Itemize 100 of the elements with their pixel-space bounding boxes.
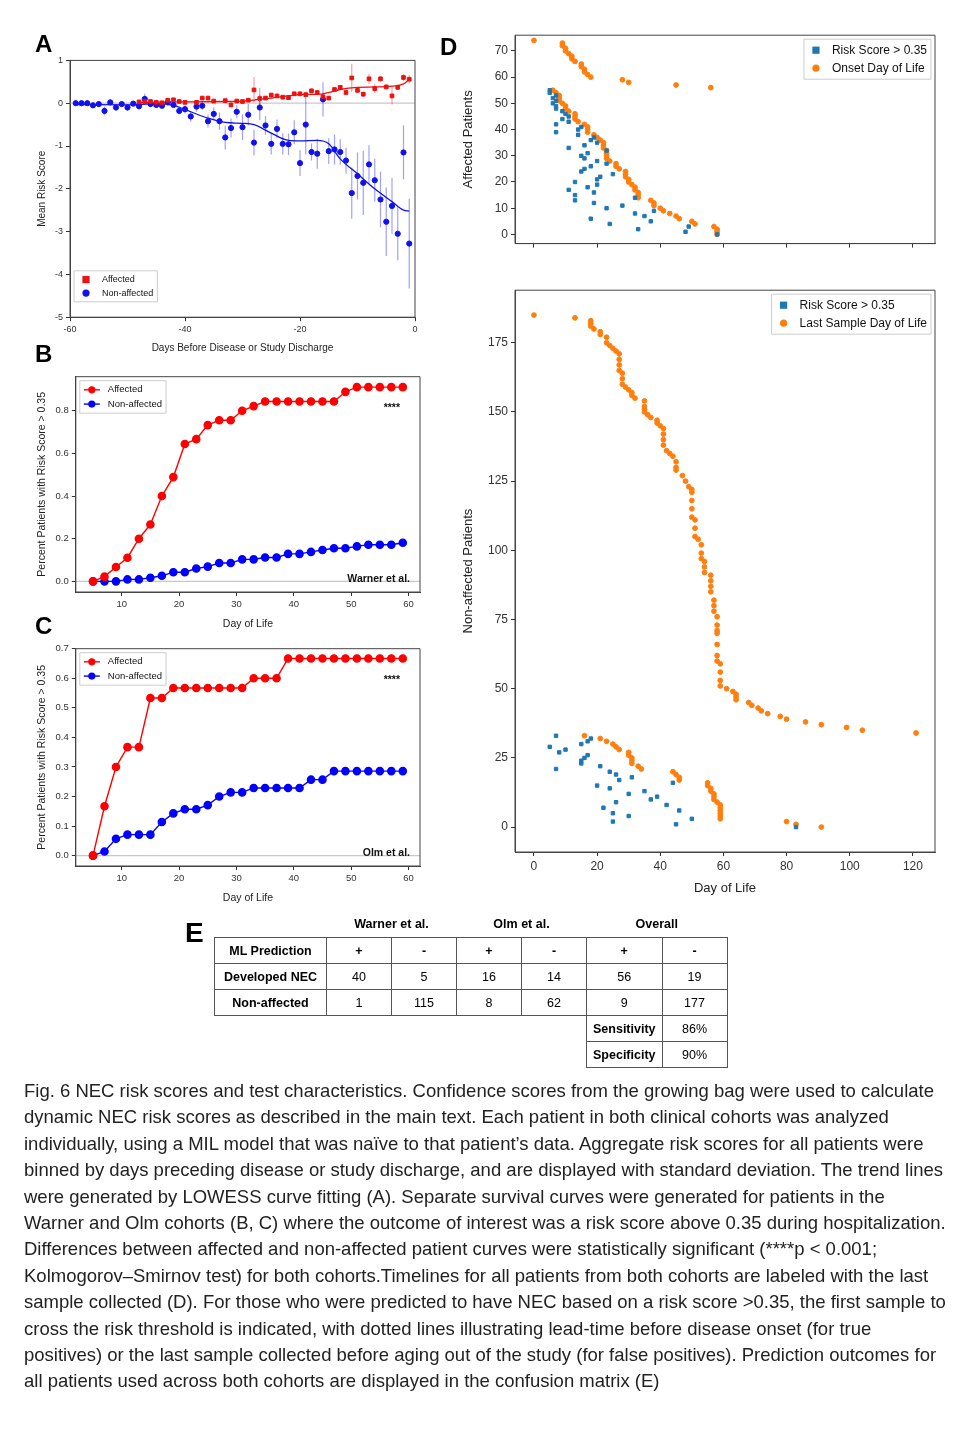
y-tick-label: 0.8 (55, 404, 69, 416)
x-tick-label: 10 (116, 598, 127, 610)
x-tick-label: 30 (231, 598, 242, 610)
y-tick-label: 30 (494, 148, 509, 163)
category-label: Overall (634, 916, 679, 933)
x-tick-label: 0 (412, 324, 418, 335)
x-tick-label: 60 (403, 598, 414, 610)
y-tick-label: 100 (487, 542, 509, 557)
x-tick-label: 50 (345, 872, 357, 884)
y-tick-label: -4 (54, 268, 63, 279)
y-tick-label: 0.2 (55, 790, 69, 802)
x-tick-label: 80 (779, 858, 794, 873)
y-tick-label: -1 (54, 140, 63, 151)
x-tick-label: 40 (288, 598, 300, 610)
x-tick-label: 0 (530, 858, 538, 873)
y-tick-label: 125 (487, 473, 509, 488)
text: Sensitivity (593, 1021, 656, 1036)
category-label: Olm et al. (492, 916, 551, 933)
x-tick-label: 40 (653, 858, 668, 873)
x-axis-title: Day of Life (222, 890, 274, 903)
y-tick-label: 0.7 (55, 642, 69, 654)
text: 19 (687, 969, 702, 984)
x-tick-label: 60 (403, 872, 414, 884)
x-tick-label: 100 (839, 858, 861, 873)
text: 9 (620, 995, 628, 1010)
y-tick-label: 1 (57, 54, 63, 65)
text: 90% (682, 1047, 708, 1062)
y-axis-title: Mean Risk Score (35, 150, 47, 227)
y-tick-label: -3 (54, 226, 63, 237)
y-tick-label: 0.0 (55, 574, 69, 586)
y-tick-label: 70 (494, 43, 509, 58)
y-tick-label: 10 (494, 200, 509, 215)
x-tick-label: 50 (345, 598, 357, 610)
text: + (355, 943, 363, 958)
text: + (620, 943, 628, 958)
y-tick-label: 0.6 (55, 447, 69, 459)
text: - (421, 943, 427, 958)
text: 5 (420, 969, 428, 984)
y-tick-label: 75 (494, 611, 509, 626)
y-tick-label: 0.3 (55, 760, 69, 772)
x-tick-label: 60 (716, 858, 731, 873)
legend-label: Last Sample Day of Life (799, 315, 928, 330)
text: E (185, 917, 204, 949)
text: 62 (547, 995, 561, 1010)
text: 56 (617, 969, 632, 984)
chart-title: D (440, 33, 458, 61)
x-axis-title: Days Before Disease or Study Discharge (151, 341, 334, 353)
category-label: Warner et al. (353, 916, 430, 933)
text: ML Prediction (229, 943, 312, 958)
y-tick-label: 40 (494, 121, 509, 136)
y-tick-label: 0 (57, 97, 63, 108)
y-axis-title: Non-affected Patients (460, 508, 476, 634)
annotation: **** (383, 672, 401, 685)
y-tick-label: 20 (494, 174, 509, 189)
y-tick-label: 0.1 (55, 819, 69, 831)
y-tick-label: 175 (487, 335, 509, 350)
legend-label: Non-affected (107, 397, 163, 409)
text: Specificity (593, 1047, 656, 1062)
x-tick-label: 30 (231, 872, 242, 884)
legend-label: Non-affected (107, 669, 163, 681)
text: 8 (485, 995, 493, 1010)
text: Fig. 6 NEC risk scores and test characteristics. Confidence scores from the growing bag were used to calculate dynamic NEC risk scores as described in the main text. Each patient in both clinical cohorts was analyzed individually, using a MIL model that was naïve to that patient’s data. Aggregate risk scores for all patients were binned by days preceding disease or study discharge, and are displayed with standard deviation. The trend lines were generated by LOWESS curve fitting (A). Separate survival curves were generated for patients in the Warner and Olm cohorts (B, C) where the outcome of interest was a risk score above 0.35 during hospitalization. Differences between affected and non-affected patient curves were statistically significant (****p < 0.001; Kolmogorov–Smirnov test) for both cohorts.Timelines for all patients from both cohorts are labeled with the last sample collected (D). For those who were predicted to have NEC based on a risk score >0.35, the first sample to cross the risk threshold is indicated, with dotted lines illustrating lead-time before disease onset (for true positives) or the last sample collected before aging out of the study (for false positives). Prediction outcomes for all patients used across both cohorts are displayed in the confusion matrix (E) (24, 1080, 946, 1392)
x-tick-label: -60 (63, 324, 77, 335)
y-tick-label: 0.5 (55, 701, 69, 713)
annotation: Olm et al. (362, 845, 411, 858)
y-tick-label: 50 (494, 95, 509, 110)
y-axis-title: Percent Patients with Risk Score > 0.35 (35, 664, 48, 850)
chart-title: A (35, 30, 53, 58)
x-tick-label: -40 (178, 324, 192, 335)
x-tick-label: 20 (173, 598, 185, 610)
text: - (692, 943, 697, 958)
legend-label: Risk Score > 0.35 (831, 42, 928, 57)
y-tick-label: -2 (54, 183, 63, 194)
text: - (551, 943, 557, 958)
y-tick-label: 60 (494, 69, 509, 84)
text: 115 (414, 995, 434, 1010)
x-tick-label: -20 (293, 324, 307, 335)
text: 40 (352, 969, 366, 984)
y-axis-title: Affected Patients (460, 89, 476, 189)
text: Non-affected (232, 995, 309, 1010)
legend-label: Affected (107, 383, 143, 395)
text: 86% (682, 1021, 708, 1036)
y-tick-label: 0 (501, 226, 509, 241)
y-tick-label: 0.6 (55, 671, 69, 683)
text: + (485, 943, 493, 958)
x-axis-title: Day of Life (222, 616, 274, 629)
text: 1 (355, 995, 363, 1010)
y-tick-label: 0.0 (55, 849, 69, 861)
x-tick-label: 120 (902, 858, 924, 873)
y-tick-label: 50 (494, 681, 509, 696)
annotation: **** (383, 400, 401, 413)
chart-title: B (35, 340, 53, 368)
text: 177 (684, 995, 705, 1010)
legend-label: Affected (102, 274, 135, 285)
y-tick-label: 25 (494, 750, 509, 765)
x-tick-label: 20 (173, 872, 185, 884)
y-tick-label: -5 (54, 311, 63, 322)
y-tick-label: 0.4 (55, 489, 69, 501)
y-tick-label: 0.4 (55, 731, 69, 743)
text: 16 (482, 969, 496, 984)
